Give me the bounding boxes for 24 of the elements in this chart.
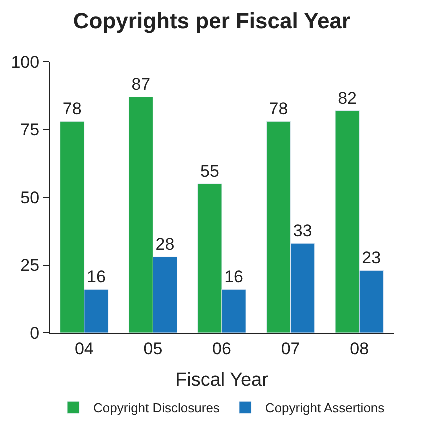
data-label: 55 — [200, 162, 220, 181]
x-tick-label: 06 — [212, 339, 232, 358]
y-tick-label: 25 — [20, 256, 40, 276]
x-tick-label: 05 — [144, 339, 163, 358]
data-label: 28 — [156, 235, 175, 254]
x-tick-label: 04 — [74, 339, 94, 358]
chart-title: Copyrights per Fiscal Year — [73, 8, 352, 34]
legend-label: Copyright Disclosures — [94, 400, 220, 416]
data-label: 78 — [269, 100, 288, 119]
data-label: 16 — [86, 268, 106, 287]
data-label: 23 — [362, 248, 382, 268]
x-tick-label: 07 — [281, 339, 300, 358]
y-tick-label: 100 — [11, 52, 40, 72]
legend-label: Copyright Assertions — [265, 400, 386, 416]
data-label: 78 — [62, 100, 82, 119]
x-axis-title: Fiscal Year — [176, 370, 270, 392]
data-label: 87 — [132, 75, 151, 94]
x-tick-label: 08 — [350, 339, 370, 358]
y-tick-label: 75 — [20, 120, 40, 140]
data-label: 82 — [338, 88, 358, 108]
data-label: 16 — [224, 268, 244, 287]
y-tick-label: 0 — [30, 324, 40, 343]
data-label: 33 — [293, 222, 312, 241]
y-tick-label: 50 — [20, 188, 40, 208]
